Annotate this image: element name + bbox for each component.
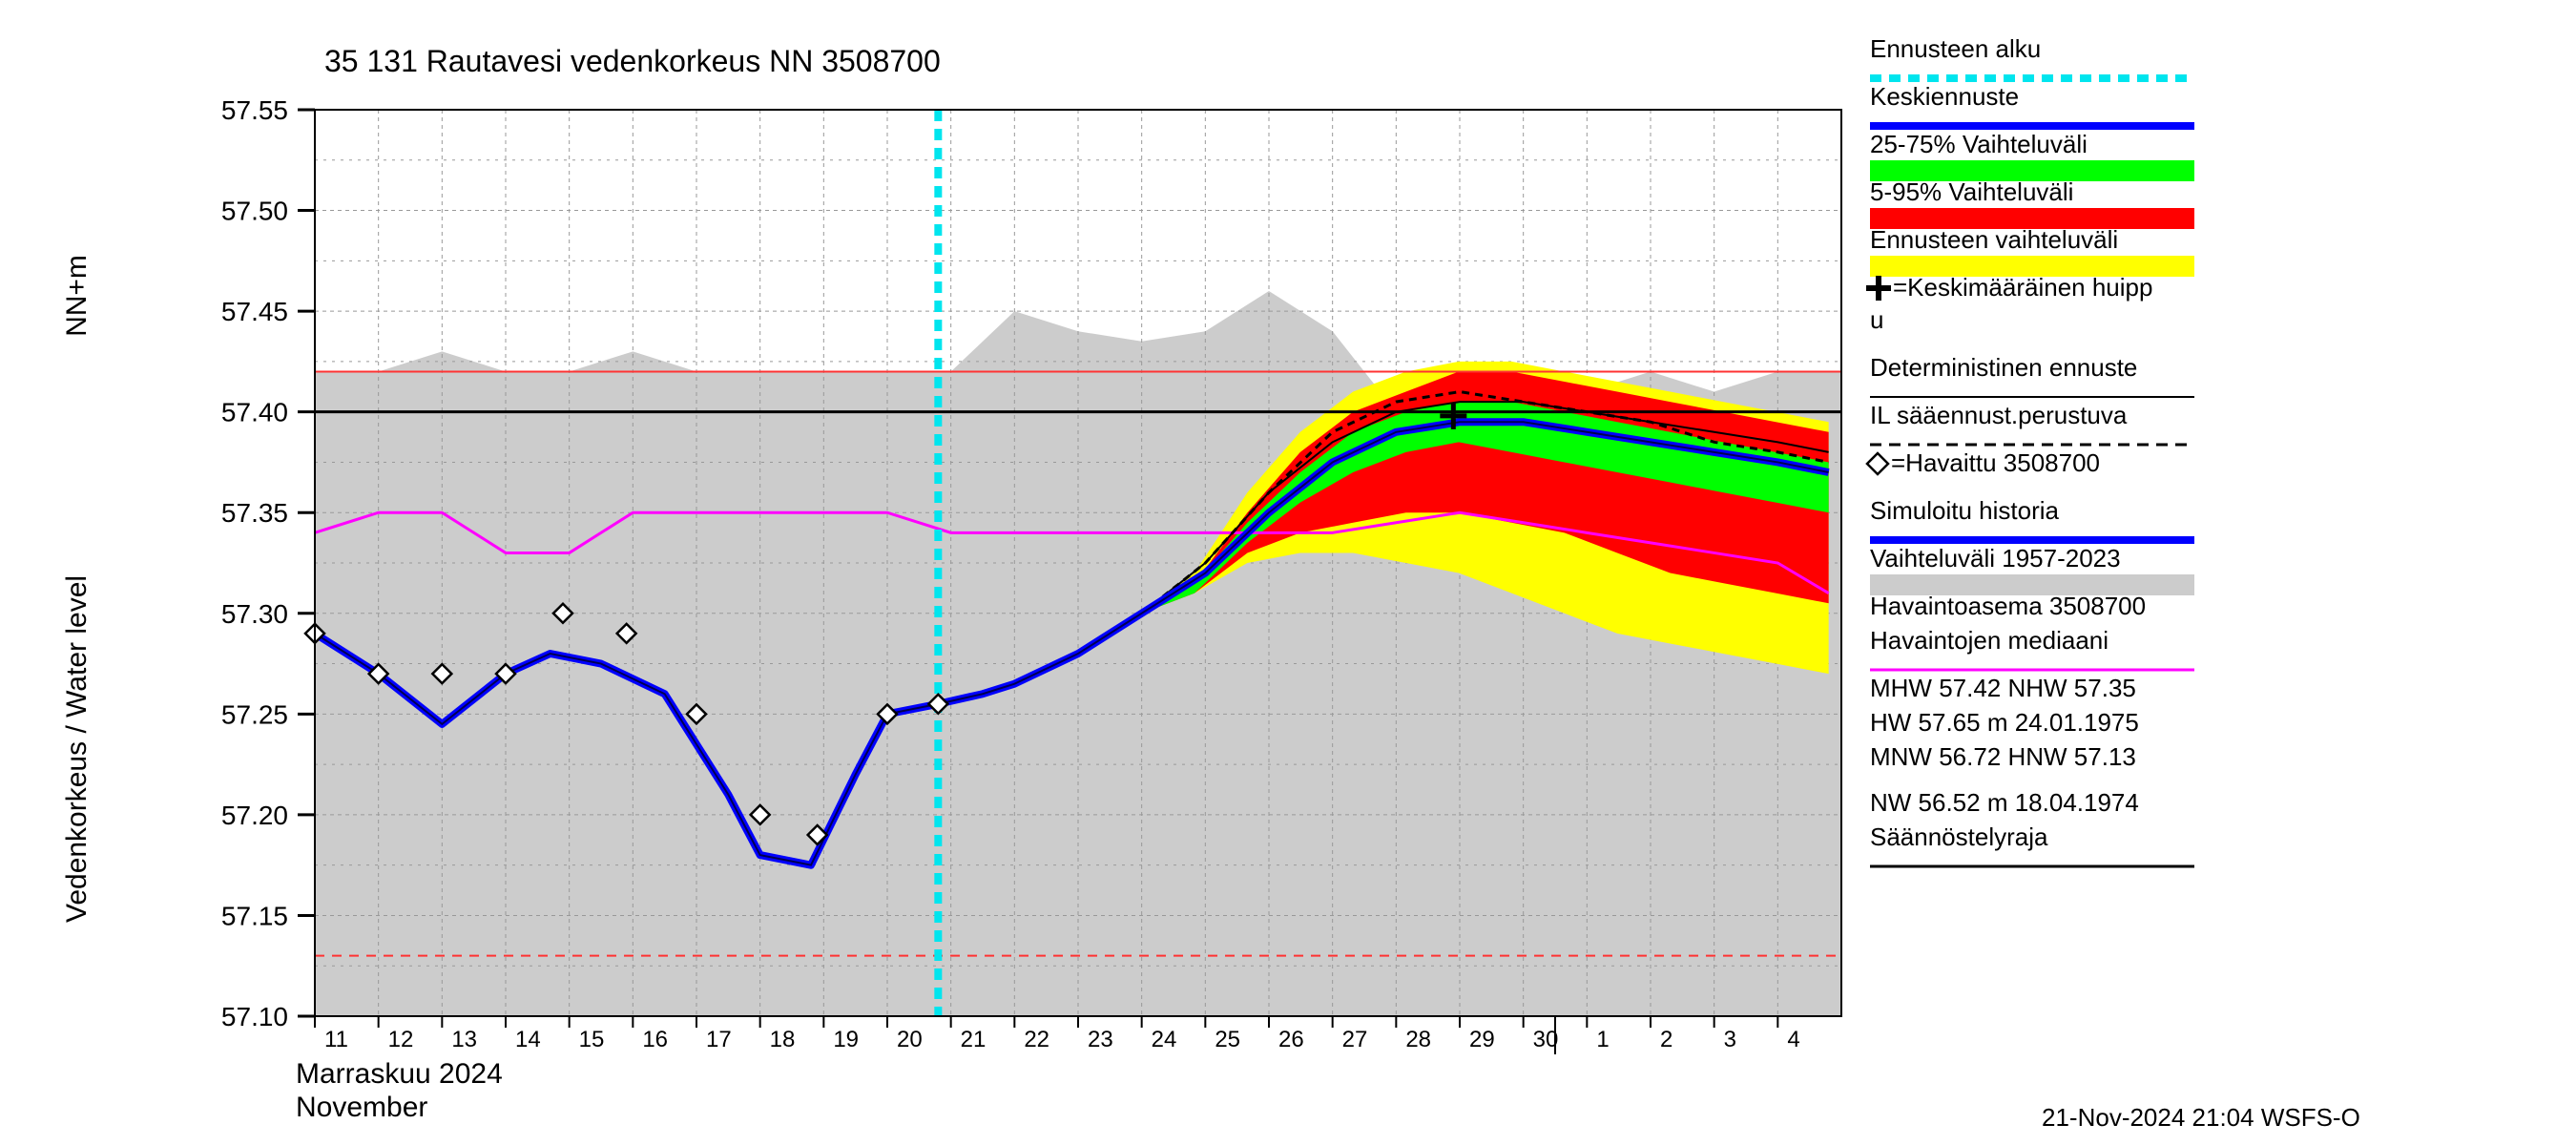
chart-container: 57.10 57.15 57.20 57.25 57.30 57.35 57.40 57.45… bbox=[0, 0, 2576, 1145]
x-tick-label: 26 bbox=[1278, 1027, 1304, 1052]
legend-label: Deterministinen ennuste bbox=[1870, 353, 2137, 382]
x-tick-label: 30 bbox=[1533, 1027, 1559, 1052]
month-label-fi: Marraskuu 2024 bbox=[296, 1058, 503, 1090]
x-tick-label: 4 bbox=[1787, 1027, 1799, 1052]
x-tick-label: 2 bbox=[1660, 1027, 1672, 1052]
legend-label: Ennusteen alku bbox=[1870, 34, 2041, 63]
legend-label: Vaihteluväli 1957-2023 bbox=[1870, 544, 2121, 572]
y-tick-label: 57.10 bbox=[221, 1002, 288, 1031]
legend-label: =Keskimääräinen huipp bbox=[1893, 273, 2152, 302]
y-tick-label: 57.20 bbox=[221, 801, 288, 830]
legend-label: u bbox=[1870, 305, 1883, 334]
x-tick-label: 27 bbox=[1342, 1027, 1368, 1052]
x-tick-label: 21 bbox=[961, 1027, 987, 1052]
y-tick-label: 57.30 bbox=[221, 599, 288, 629]
legend-label: =Havaittu 3508700 bbox=[1891, 448, 2100, 477]
legend-label: IL sääennust.perustuva bbox=[1870, 401, 2128, 429]
water-level-chart: 57.10 57.15 57.20 57.25 57.30 57.35 57.40 57.45… bbox=[0, 0, 2576, 1145]
x-tick-label: 16 bbox=[642, 1027, 668, 1052]
y-tick-label: 57.40 bbox=[221, 398, 288, 427]
legend-label: MNW 56.72 HNW 57.13 bbox=[1870, 742, 2136, 771]
y-tick-label: 57.45 bbox=[221, 297, 288, 326]
x-tick-label: 23 bbox=[1088, 1027, 1113, 1052]
legend-label: 5-95% Vaihteluväli bbox=[1870, 177, 2073, 206]
legend-label: Havaintoasema 3508700 bbox=[1870, 592, 2146, 620]
y-tick-label: 57.50 bbox=[221, 197, 288, 226]
x-tick-label: 18 bbox=[770, 1027, 796, 1052]
legend-label: Keskiennuste bbox=[1870, 82, 2019, 111]
legend-label: Havaintojen mediaani bbox=[1870, 626, 2109, 655]
x-tick-label: 11 bbox=[324, 1027, 348, 1052]
x-tick-label: 12 bbox=[388, 1027, 414, 1052]
x-tick-label: 25 bbox=[1215, 1027, 1240, 1052]
x-tick-label: 13 bbox=[451, 1027, 477, 1052]
legend-label: Simuloitu historia bbox=[1870, 496, 2060, 525]
y-axis-label-2: Vedenkorkeus / Water level bbox=[61, 575, 93, 923]
x-tick-label: 1 bbox=[1596, 1027, 1609, 1052]
y-axis-label-1: NN+m bbox=[61, 255, 93, 337]
x-tick-label: 22 bbox=[1024, 1027, 1049, 1052]
chart-title: 35 131 Rautavesi vedenkorkeus NN 3508700 bbox=[324, 44, 941, 78]
x-tick-label: 24 bbox=[1152, 1027, 1177, 1052]
x-tick-label: 19 bbox=[833, 1027, 859, 1052]
legend-label: MHW 57.42 NHW 57.35 bbox=[1870, 674, 2136, 702]
timestamp: 21-Nov-2024 21:04 WSFS-O bbox=[2042, 1103, 2360, 1132]
x-tick-label: 28 bbox=[1405, 1027, 1431, 1052]
y-tick-label: 57.55 bbox=[221, 95, 288, 125]
month-label-en: November bbox=[296, 1092, 427, 1123]
y-tick-label: 57.15 bbox=[221, 901, 288, 930]
legend-label: Ennusteen vaihteluväli bbox=[1870, 225, 2118, 254]
x-tick-label: 15 bbox=[579, 1027, 605, 1052]
x-tick-label: 14 bbox=[515, 1027, 541, 1052]
legend-label: NW 56.52 m 18.04.1974 bbox=[1870, 788, 2139, 817]
x-tick-label: 29 bbox=[1469, 1027, 1495, 1052]
x-tick-label: 3 bbox=[1724, 1027, 1736, 1052]
y-tick-label: 57.35 bbox=[221, 498, 288, 528]
x-tick-label: 17 bbox=[706, 1027, 732, 1052]
legend-label: 25-75% Vaihteluväli bbox=[1870, 130, 2088, 158]
legend-label: Säännöstelyraja bbox=[1870, 822, 2048, 851]
legend-label: HW 57.65 m 24.01.1975 bbox=[1870, 708, 2139, 737]
y-tick-label: 57.25 bbox=[221, 699, 288, 729]
x-tick-label: 20 bbox=[897, 1027, 923, 1052]
